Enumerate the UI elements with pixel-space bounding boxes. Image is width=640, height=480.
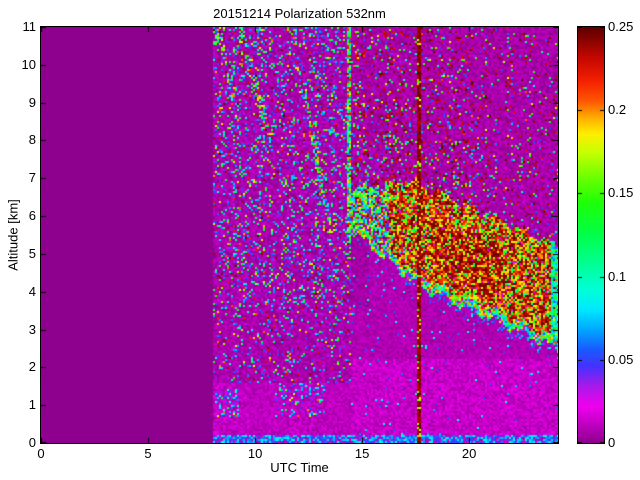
x-tick-label: 0: [37, 446, 45, 461]
y-tick-label: 4: [28, 283, 36, 299]
colorbar-tick-label: 0.2: [608, 102, 627, 118]
y-tick-label: 8: [28, 132, 36, 148]
plot-area: [40, 26, 559, 444]
y-tick-label: 6: [28, 208, 36, 224]
x-tick-label: 5: [144, 446, 152, 461]
colorbar-tick-label: 0: [608, 435, 616, 450]
y-tick-label: 11: [22, 19, 37, 34]
y-tick-label: 7: [28, 170, 36, 186]
y-tick-label: 9: [28, 94, 36, 110]
colorbar-tick-label: 0.05: [608, 351, 634, 367]
heatmap-canvas: [41, 27, 558, 443]
y-tick-label: 2: [28, 359, 36, 375]
x-axis-label: UTC Time: [270, 460, 329, 475]
colorbar-tick-label: 0.1: [608, 268, 627, 284]
x-tick-label: 10: [247, 446, 263, 461]
chart-title: 20151214 Polarization 532nm: [213, 6, 386, 21]
y-tick-label: 3: [28, 321, 36, 337]
y-tick-label: 5: [28, 245, 36, 261]
colorbar: [577, 26, 605, 444]
colorbar-tick-label: 0.15: [608, 185, 634, 201]
colorbar-tick-label: 0.25: [608, 19, 634, 34]
y-tick-label: 0: [28, 435, 36, 450]
x-tick-label: 15: [354, 446, 370, 461]
x-tick-label: 20: [461, 446, 477, 461]
y-tick-label: 10: [21, 56, 36, 72]
y-tick-label: 1: [28, 397, 36, 413]
colorbar-canvas: [578, 27, 604, 443]
